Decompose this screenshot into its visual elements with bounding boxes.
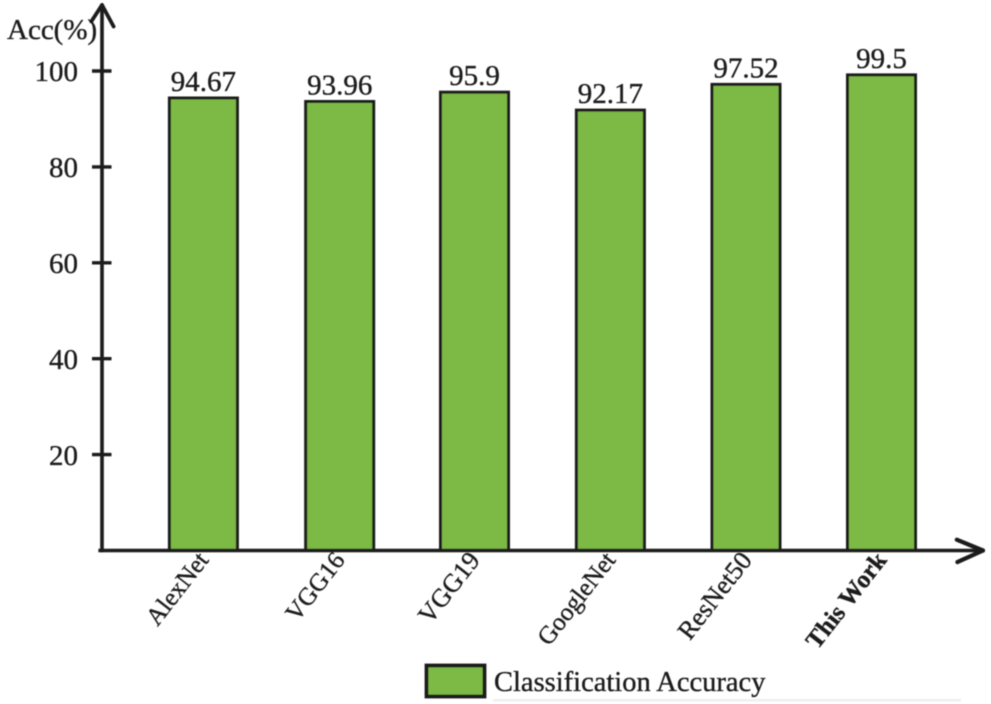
svg-text:94.67: 94.67 [171,66,236,98]
svg-text:100: 100 [35,56,79,88]
svg-text:93.96: 93.96 [307,70,372,102]
svg-text:40: 40 [49,344,78,376]
svg-text:60: 60 [49,248,78,280]
svg-text:Acc(%): Acc(%) [7,14,97,46]
svg-text:95.9: 95.9 [449,60,500,92]
svg-text:80: 80 [49,152,78,184]
svg-text:Classification Accuracy: Classification Accuracy [494,667,766,698]
svg-text:92.17: 92.17 [578,78,643,110]
svg-text:20: 20 [49,440,78,472]
svg-text:97.52: 97.52 [713,52,778,84]
svg-text:99.5: 99.5 [856,43,907,75]
